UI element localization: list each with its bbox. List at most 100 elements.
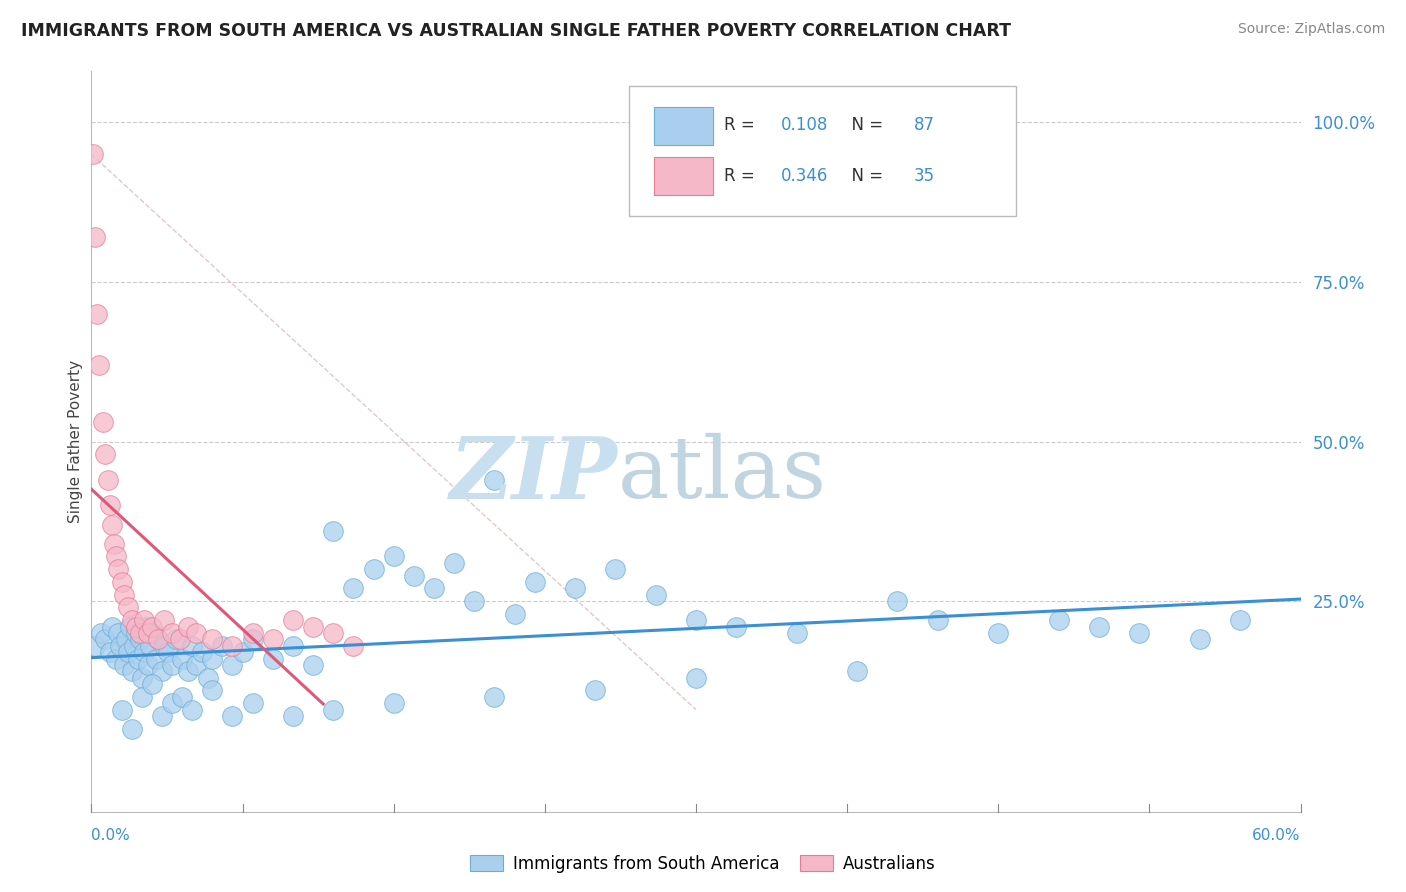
Point xyxy=(443,556,465,570)
Point xyxy=(107,562,129,576)
Text: 87: 87 xyxy=(914,116,935,134)
Point xyxy=(181,639,204,653)
Text: IMMIGRANTS FROM SOUTH AMERICA VS AUSTRALIAN SINGLE FATHER POVERTY CORRELATION CH: IMMIGRANTS FROM SOUTH AMERICA VS AUSTRAL… xyxy=(21,22,1011,40)
Point xyxy=(302,657,325,672)
Point xyxy=(605,562,627,576)
Point xyxy=(114,632,136,647)
Point xyxy=(108,639,131,653)
Point xyxy=(221,657,243,672)
Point xyxy=(111,574,132,589)
Y-axis label: Single Father Poverty: Single Father Poverty xyxy=(67,360,83,523)
Legend: Immigrants from South America, Australians: Immigrants from South America, Australia… xyxy=(464,848,942,880)
Text: R =: R = xyxy=(724,168,759,186)
Point xyxy=(382,549,405,564)
Point xyxy=(141,619,163,633)
Point xyxy=(121,613,143,627)
Point xyxy=(322,703,344,717)
Point xyxy=(103,536,125,550)
Point xyxy=(927,613,949,627)
Point xyxy=(221,709,243,723)
Point xyxy=(98,645,121,659)
Point xyxy=(463,594,485,608)
Point xyxy=(846,665,869,679)
Point xyxy=(201,632,224,647)
Point xyxy=(503,607,526,621)
FancyBboxPatch shape xyxy=(654,156,713,195)
Point xyxy=(231,645,253,659)
Point xyxy=(1088,619,1111,633)
Point xyxy=(84,639,107,653)
Point xyxy=(146,632,169,647)
Point xyxy=(172,690,194,704)
Point xyxy=(302,619,325,633)
Point xyxy=(1047,613,1070,627)
Point xyxy=(186,657,208,672)
FancyBboxPatch shape xyxy=(630,87,1017,216)
Point xyxy=(131,690,153,704)
Point xyxy=(128,626,150,640)
Point xyxy=(382,696,405,710)
Point xyxy=(262,632,284,647)
Point xyxy=(177,665,200,679)
Point xyxy=(104,651,127,665)
Point xyxy=(211,639,233,653)
Point xyxy=(145,651,167,665)
Point xyxy=(112,588,135,602)
Point xyxy=(402,568,425,582)
Point xyxy=(685,613,707,627)
Text: ZIP: ZIP xyxy=(450,434,617,516)
Point xyxy=(135,619,157,633)
Point xyxy=(1229,613,1251,627)
Point xyxy=(146,632,169,647)
Point xyxy=(153,613,176,627)
Point xyxy=(111,703,132,717)
Point xyxy=(484,690,506,704)
Point xyxy=(121,722,143,736)
Point xyxy=(84,230,107,244)
Point xyxy=(172,651,194,665)
Text: 60.0%: 60.0% xyxy=(1253,828,1301,843)
Point xyxy=(82,147,104,161)
Point xyxy=(177,619,200,633)
Point xyxy=(191,645,214,659)
Point xyxy=(786,626,808,640)
Point xyxy=(100,517,122,532)
Point xyxy=(281,613,304,627)
Point xyxy=(160,626,183,640)
Text: N =: N = xyxy=(841,168,889,186)
Point xyxy=(131,671,153,685)
Point xyxy=(160,657,183,672)
Point xyxy=(141,677,163,691)
Text: 0.108: 0.108 xyxy=(780,116,828,134)
Point xyxy=(125,626,148,640)
Point xyxy=(150,709,173,723)
Point xyxy=(1188,632,1211,647)
Point xyxy=(583,683,606,698)
Point xyxy=(322,524,344,538)
Text: 35: 35 xyxy=(914,168,935,186)
Point xyxy=(117,645,139,659)
Point xyxy=(139,639,162,653)
Point xyxy=(197,671,219,685)
Point xyxy=(136,657,159,672)
Point xyxy=(322,626,344,640)
Point xyxy=(201,651,224,665)
Point xyxy=(886,594,908,608)
Point xyxy=(117,600,139,615)
Point xyxy=(169,632,191,647)
Point xyxy=(156,645,179,659)
Point xyxy=(125,619,148,633)
Point xyxy=(725,619,748,633)
Point xyxy=(1128,626,1150,640)
Point xyxy=(242,696,264,710)
Point xyxy=(987,626,1010,640)
Point xyxy=(93,416,115,430)
Point xyxy=(242,632,264,647)
Text: R =: R = xyxy=(724,116,759,134)
Point xyxy=(141,626,163,640)
Point xyxy=(86,307,108,321)
Point xyxy=(118,619,141,633)
Point xyxy=(153,639,176,653)
Point xyxy=(644,588,666,602)
Point xyxy=(132,645,155,659)
